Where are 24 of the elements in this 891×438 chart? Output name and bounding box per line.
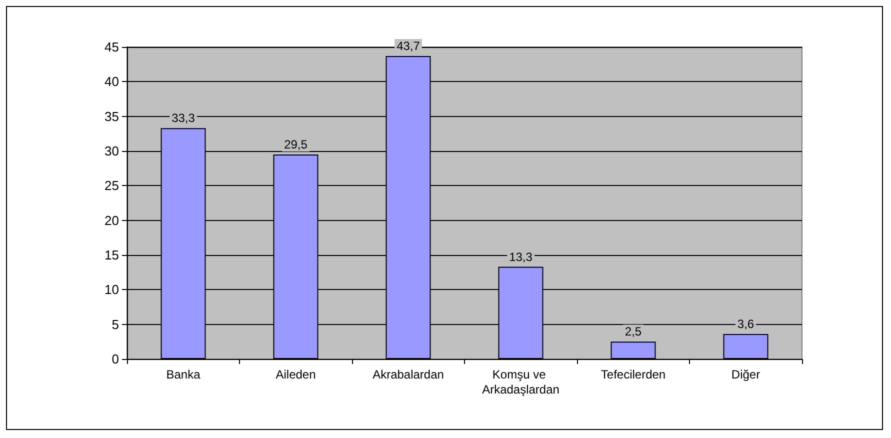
data-label: 29,5 [284, 137, 308, 152]
y-tick-label: 20 [104, 212, 119, 228]
x-tick-label: Diğer [731, 368, 760, 382]
data-label: 43,7 [396, 39, 420, 54]
data-label: 2,5 [624, 324, 642, 339]
data-label: 33,3 [172, 111, 196, 126]
y-tick-label: 40 [104, 74, 119, 90]
x-tick-label: Banka [166, 368, 201, 382]
y-tick-label: 25 [104, 178, 119, 194]
y-tick-label: 15 [104, 248, 119, 262]
y-tick-label: 35 [104, 108, 119, 124]
y-tick-label: 0 [112, 352, 119, 366]
y-tick-label: 5 [112, 316, 119, 332]
x-tick-label: Komşu ve Arkadaşlardan [482, 368, 560, 396]
bar [723, 334, 768, 359]
y-tick-label: 10 [104, 282, 119, 298]
data-label: 13,3 [509, 250, 533, 264]
y-tick-label: 45 [104, 40, 119, 54]
x-tick-label: Aileden [276, 368, 316, 382]
data-label: 3,6 [737, 317, 754, 332]
x-tick-label: Tefecilerden [600, 368, 666, 382]
x-tick-label: Akrabalardan [372, 368, 444, 382]
y-tick-label: 30 [104, 144, 119, 158]
bar [610, 342, 656, 359]
